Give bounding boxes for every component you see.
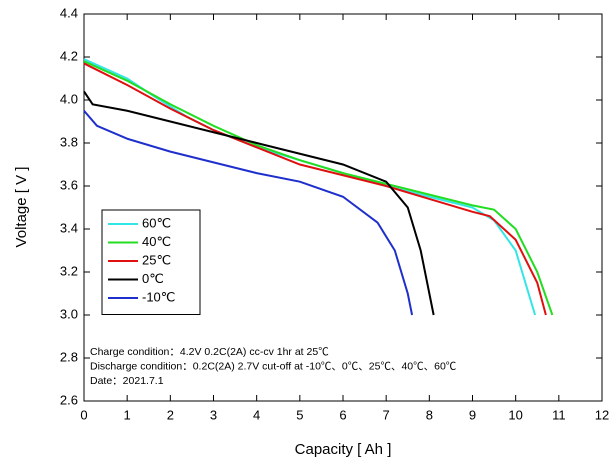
legend-label: 60℃ — [142, 215, 171, 230]
y-axis-label: Voltage [ V ] — [13, 167, 30, 248]
annotation: Charge condition：4.2V 0.2C(2A) cc-cv 1hr… — [90, 346, 329, 358]
x-tick-label: 8 — [426, 407, 433, 422]
y-tick-label: 4.4 — [60, 5, 78, 20]
y-tick-label: 3.4 — [60, 220, 78, 235]
plot-frame — [83, 13, 603, 402]
x-tick-label: 3 — [210, 407, 217, 422]
x-tick-label: 11 — [552, 407, 566, 422]
x-tick-label: 1 — [124, 407, 131, 422]
y-tick-label: 4.2 — [60, 48, 78, 63]
x-tick-label: 2 — [167, 407, 174, 422]
x-tick-label: 12 — [595, 407, 609, 422]
y-tick-label: 3.2 — [60, 263, 78, 278]
y-tick-label: 3.0 — [60, 306, 78, 321]
x-tick-label: 4 — [253, 407, 260, 422]
x-tick-label: 7 — [383, 407, 390, 422]
legend-label: 0℃ — [142, 271, 164, 286]
y-tick-label: 3.6 — [60, 177, 78, 192]
series-line — [83, 62, 547, 316]
y-tick-label: 2.6 — [60, 392, 78, 407]
x-axis-label: Capacity [ Ah ] — [295, 441, 392, 458]
x-tick-label: 10 — [508, 407, 522, 422]
legend-label: 40℃ — [142, 234, 171, 249]
series-line — [83, 60, 554, 316]
x-tick-label: 9 — [469, 407, 476, 422]
y-tick-label: 4.0 — [60, 91, 78, 106]
x-tick-label: 5 — [296, 407, 303, 422]
y-tick-label: 3.8 — [60, 134, 78, 149]
x-tick-label: 6 — [339, 407, 346, 422]
legend-label: 25℃ — [142, 252, 171, 267]
series-line — [83, 110, 414, 316]
series-line — [83, 90, 435, 316]
annotation: Date：2021.7.1 — [90, 375, 164, 387]
x-tick-label: 0 — [80, 407, 87, 422]
annotation: Discharge condition：0.2C(2A) 2.7V cut-of… — [90, 360, 457, 372]
legend-label: -10℃ — [142, 289, 175, 304]
y-tick-label: 2.8 — [60, 349, 78, 364]
